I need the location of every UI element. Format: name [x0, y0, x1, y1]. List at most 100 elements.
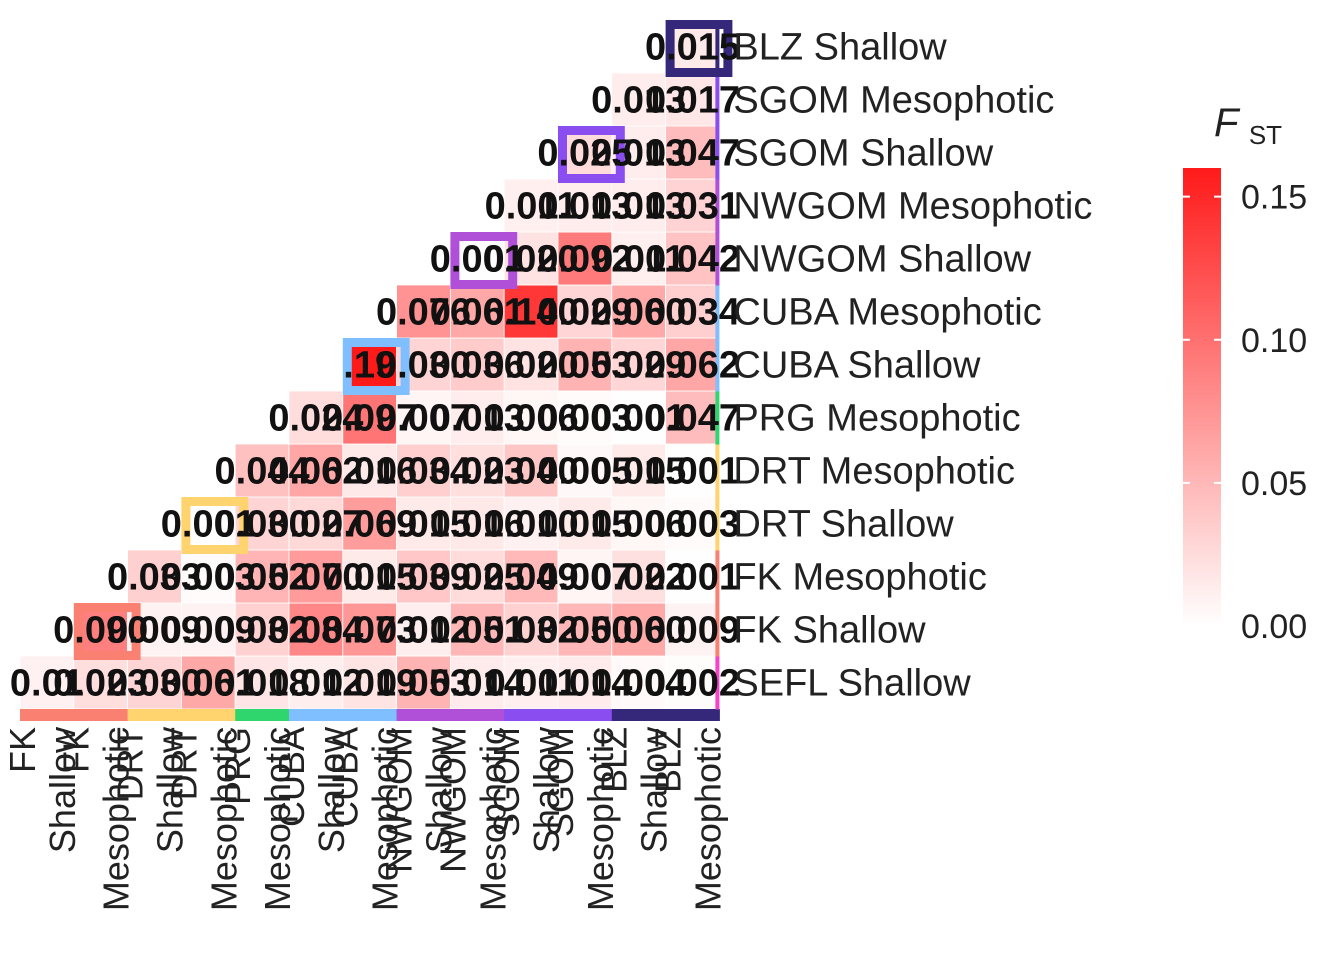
cell-value-label: 0.090: [53, 610, 148, 652]
cell-value-label: 0.036: [430, 345, 525, 387]
heatmap-cell: [611, 443, 666, 498]
heatmap-cell: [557, 178, 613, 233]
y-tick-label: SGOM Shallow: [733, 133, 993, 175]
heatmap-cell: [557, 549, 613, 604]
cell-value-label: 0.030: [376, 345, 471, 387]
heatmap-cell: [665, 231, 720, 286]
heatmap-cell: [557, 602, 613, 657]
cell-value-label: 0.073: [322, 610, 417, 652]
colorbar-tick-label: 0.15: [1241, 179, 1307, 217]
y-tick-label: DRT Mesophotic: [733, 451, 1015, 493]
cell-value-label: .19: [343, 345, 396, 387]
highlight-box: [73, 603, 141, 660]
y-group-strip-segment: [715, 20, 720, 74]
cell-value-label: 0.006: [484, 398, 579, 440]
heatmap-cell: [611, 655, 666, 710]
y-group-strip-segment: [715, 550, 720, 604]
cell-value-label: 0.011: [592, 239, 685, 281]
heatmap-cell: [288, 443, 344, 498]
x-tick-label: FKShallow: [2, 726, 83, 853]
y-tick-label: FK Shallow: [733, 610, 926, 652]
cell-value-label: 0.01: [10, 663, 84, 705]
heatmap-cell: [503, 390, 559, 445]
highlight-box: [342, 338, 410, 395]
heatmap-cell: [611, 178, 666, 233]
highlight-box: [558, 126, 625, 183]
cell-value-label: 0.027: [268, 504, 363, 546]
x-group-strip-segment: [611, 709, 667, 721]
x-group-strip-segment: [450, 709, 505, 721]
x-tick-label: BLZShallow: [594, 726, 675, 853]
highlight-box: [450, 232, 518, 289]
cell-value-label: 0.020: [484, 239, 579, 281]
heatmap-cell: [234, 443, 290, 498]
heatmap-cell: [665, 125, 720, 180]
cell-value-label: 0.015: [376, 504, 471, 546]
cell-value-label: 0.001: [645, 557, 740, 599]
x-tick-label: PRGMesophotic: [217, 727, 298, 911]
cell-value-label: 0.020: [484, 345, 579, 387]
heatmap-cell: [180, 602, 236, 657]
heatmap-cell: [611, 337, 666, 392]
colorbar-tick-label: 0.00: [1241, 608, 1307, 646]
y-group-strip: [715, 20, 720, 710]
cell-value-label: 0.001: [161, 504, 256, 546]
cell-value-label: 0.013: [537, 186, 632, 228]
cell-value-label: 0.084: [268, 610, 363, 652]
y-group-strip-segment: [715, 73, 720, 127]
cell-value-label: 0.016: [430, 504, 525, 546]
y-tick-label: NWGOM Shallow: [733, 239, 1031, 281]
heatmap-cell: [611, 549, 666, 604]
x-group-strip-segment: [20, 709, 75, 721]
cell-value-label: 0.009: [107, 610, 202, 652]
heatmap-cell: [665, 443, 720, 498]
heatmap-cell: [557, 337, 613, 392]
cell-value-label: 0.060: [591, 292, 686, 334]
x-group-strip-segment: [504, 709, 559, 721]
cell-value-label: 0.069: [322, 504, 417, 546]
heatmap-cell: [288, 390, 344, 445]
cell-value-label: 0.018: [215, 663, 310, 705]
heatmap-cell: [73, 655, 129, 710]
x-tick-label: FKMesophotic: [56, 727, 137, 911]
cell-value-label: 0.052: [215, 557, 310, 599]
colorbar-tick-label: 0.10: [1241, 322, 1307, 360]
cell-value-label: 0.062: [645, 345, 740, 387]
cell-value-label: 0.015: [645, 27, 740, 69]
colorbar-title-sub: ST: [1249, 120, 1282, 150]
x-tick-label: DRTShallow: [110, 726, 191, 853]
cell-value-label: 0.051: [430, 610, 525, 652]
cell-value-label: 0.047: [645, 133, 740, 175]
cell-value-label: 0.024: [268, 398, 363, 440]
cell-value-label: 0.009: [645, 610, 740, 652]
cell-value-label: 0.014: [430, 663, 525, 705]
heatmap-cell: [557, 390, 613, 445]
y-tick-label: CUBA Mesophotic: [733, 292, 1041, 334]
heatmap-cell: [665, 602, 720, 657]
cell-value-label: 0.023: [430, 451, 525, 493]
heatmap-cell: [396, 443, 451, 498]
heatmap-cell: [557, 231, 613, 286]
heatmap-cell: [449, 390, 505, 445]
y-tick-label: DRT Shallow: [733, 504, 954, 546]
heatmap-cell: [611, 284, 666, 339]
x-tick-label: NWGOMShallow: [379, 726, 460, 873]
cell-value-label: 0.023: [53, 663, 148, 705]
cell-value-label: 0.053: [537, 345, 632, 387]
heatmap-cell: [503, 655, 559, 710]
cell-value-label: 0.003: [161, 557, 256, 599]
cell-value-label: 0.007: [537, 557, 632, 599]
x-group-strip-segment: [235, 709, 290, 721]
colorbar-tick-label: 0.05: [1241, 465, 1307, 503]
heatmap-cell: [396, 496, 451, 551]
heatmap-cell: [19, 655, 75, 710]
heatmap-cell: [288, 655, 344, 710]
cell-value-label: 0.030: [215, 504, 310, 546]
heatmap-cell: [449, 602, 505, 657]
cell-value-label: 0.047: [645, 398, 740, 440]
x-tick-label: SGOMShallow: [486, 726, 567, 853]
cell-value-label: 0.061: [430, 292, 525, 334]
y-tick-label: PRG Mesophotic: [733, 398, 1020, 440]
cell-value-label: 0.034: [376, 451, 471, 493]
